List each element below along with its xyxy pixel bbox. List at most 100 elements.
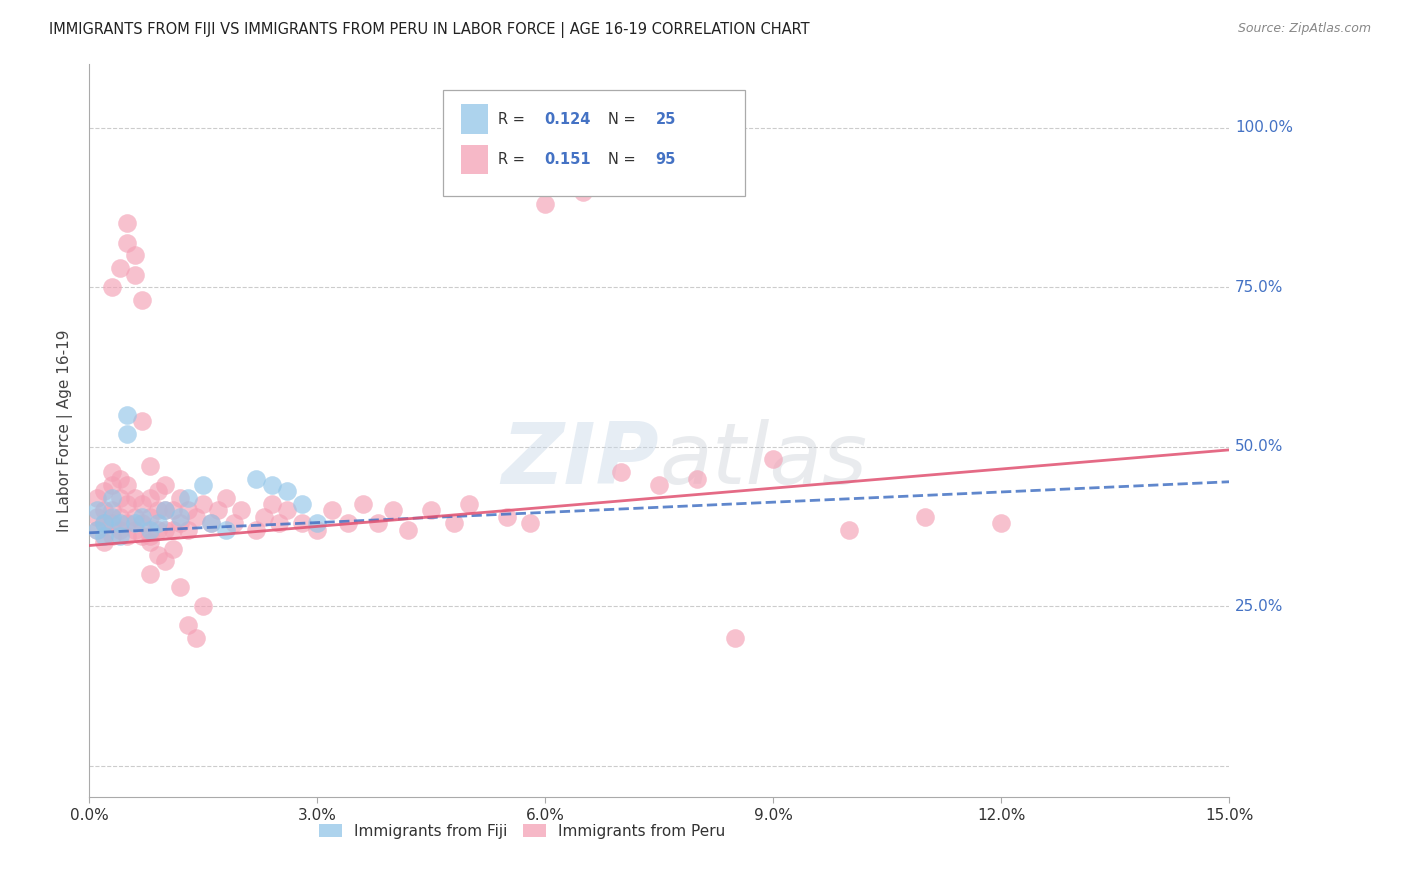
- Text: atlas: atlas: [659, 418, 868, 501]
- Point: [146, 503, 169, 517]
- Y-axis label: In Labor Force | Age 16-19: In Labor Force | Age 16-19: [58, 329, 73, 532]
- Point: [169, 516, 191, 531]
- Point: [169, 509, 191, 524]
- Point: [153, 503, 176, 517]
- Point: [139, 567, 162, 582]
- Point: [260, 478, 283, 492]
- Point: [131, 293, 153, 307]
- Point: [131, 497, 153, 511]
- Point: [124, 268, 146, 282]
- Text: 75.0%: 75.0%: [1234, 280, 1284, 294]
- Point: [231, 503, 253, 517]
- Point: [86, 523, 108, 537]
- Point: [307, 523, 329, 537]
- Point: [169, 491, 191, 505]
- Point: [519, 516, 541, 531]
- Point: [153, 554, 176, 568]
- Point: [610, 465, 633, 479]
- Point: [153, 523, 176, 537]
- Point: [101, 465, 124, 479]
- Point: [838, 523, 860, 537]
- Point: [307, 516, 329, 531]
- Text: 100.0%: 100.0%: [1234, 120, 1294, 136]
- Point: [443, 516, 465, 531]
- Point: [146, 516, 169, 531]
- Point: [177, 503, 200, 517]
- Point: [101, 280, 124, 294]
- Point: [131, 509, 153, 524]
- Point: [124, 516, 146, 531]
- Text: IMMIGRANTS FROM FIJI VS IMMIGRANTS FROM PERU IN LABOR FORCE | AGE 16-19 CORRELAT: IMMIGRANTS FROM FIJI VS IMMIGRANTS FROM …: [49, 22, 810, 38]
- Text: Source: ZipAtlas.com: Source: ZipAtlas.com: [1237, 22, 1371, 36]
- Point: [222, 516, 245, 531]
- Point: [215, 491, 238, 505]
- Point: [200, 516, 222, 531]
- Point: [86, 509, 108, 524]
- Point: [108, 491, 131, 505]
- Point: [101, 529, 124, 543]
- Point: [200, 516, 222, 531]
- Point: [458, 497, 481, 511]
- Point: [139, 535, 162, 549]
- Point: [686, 472, 709, 486]
- Point: [115, 529, 138, 543]
- FancyBboxPatch shape: [461, 104, 488, 134]
- Point: [115, 217, 138, 231]
- Point: [86, 491, 108, 505]
- Point: [93, 535, 115, 549]
- Point: [276, 503, 298, 517]
- Point: [101, 516, 124, 531]
- Point: [93, 503, 115, 517]
- Point: [162, 523, 184, 537]
- Point: [139, 458, 162, 473]
- Point: [153, 478, 176, 492]
- Point: [572, 185, 595, 199]
- Point: [191, 599, 214, 614]
- Point: [146, 484, 169, 499]
- Point: [93, 516, 115, 531]
- Point: [245, 472, 267, 486]
- Text: 0.151: 0.151: [544, 152, 591, 167]
- Point: [396, 523, 419, 537]
- Point: [108, 472, 131, 486]
- Text: N =: N =: [607, 112, 640, 127]
- Point: [153, 503, 176, 517]
- Point: [115, 516, 138, 531]
- Point: [269, 516, 291, 531]
- Point: [191, 478, 214, 492]
- Point: [184, 509, 207, 524]
- Point: [534, 146, 557, 161]
- Point: [124, 491, 146, 505]
- Point: [291, 516, 314, 531]
- Point: [177, 618, 200, 632]
- Point: [215, 523, 238, 537]
- Point: [321, 503, 343, 517]
- Point: [139, 509, 162, 524]
- Point: [762, 452, 785, 467]
- Point: [191, 497, 214, 511]
- Point: [336, 516, 359, 531]
- Point: [534, 197, 557, 211]
- Point: [93, 484, 115, 499]
- Point: [648, 478, 671, 492]
- Point: [914, 509, 936, 524]
- Point: [86, 503, 108, 517]
- FancyBboxPatch shape: [443, 90, 745, 196]
- Point: [108, 261, 131, 276]
- Point: [115, 497, 138, 511]
- Point: [101, 491, 124, 505]
- Point: [115, 235, 138, 250]
- Point: [169, 580, 191, 594]
- Point: [207, 503, 229, 517]
- Point: [352, 497, 374, 511]
- Point: [184, 631, 207, 645]
- Point: [990, 516, 1012, 531]
- Point: [108, 523, 131, 537]
- Point: [108, 516, 131, 531]
- Text: 0.124: 0.124: [544, 112, 591, 127]
- Point: [139, 491, 162, 505]
- Legend: Immigrants from Fiji, Immigrants from Peru: Immigrants from Fiji, Immigrants from Pe…: [314, 818, 731, 845]
- Point: [101, 478, 124, 492]
- Point: [131, 414, 153, 428]
- Point: [131, 516, 153, 531]
